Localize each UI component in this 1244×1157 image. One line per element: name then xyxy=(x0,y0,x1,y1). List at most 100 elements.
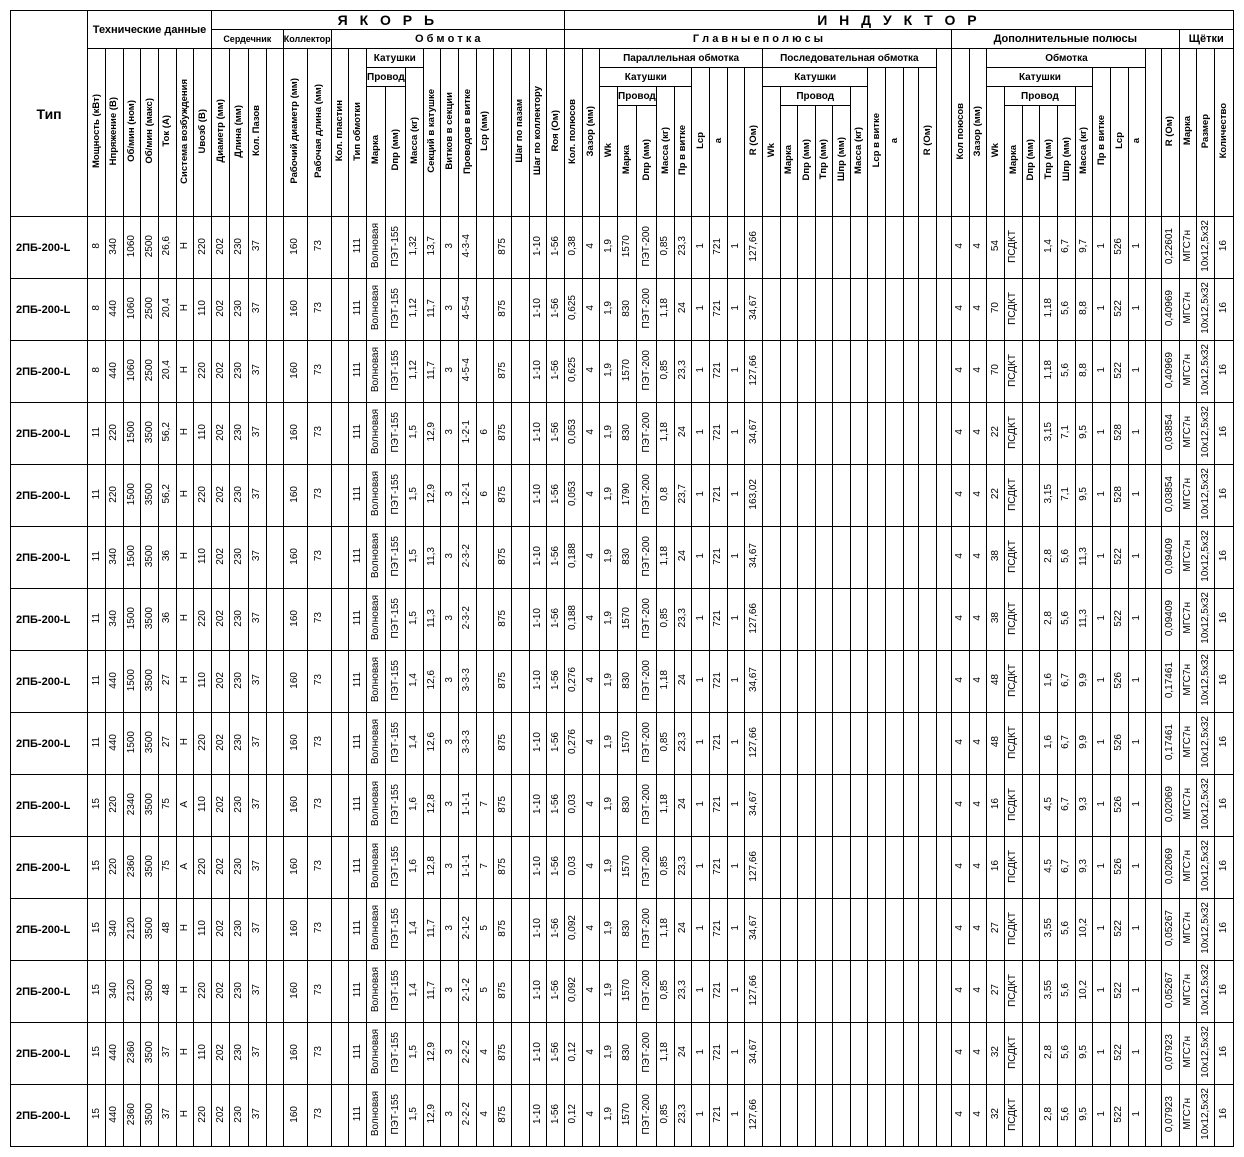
cell xyxy=(886,713,904,775)
cell: 6,7 xyxy=(1058,775,1076,837)
cell: 0,09409 xyxy=(1161,527,1179,589)
ch: Пр в витке xyxy=(1093,68,1111,217)
cell: 37 xyxy=(248,403,266,465)
cell xyxy=(780,341,798,403)
cell xyxy=(1022,899,1040,961)
cell xyxy=(903,899,918,961)
cell: 1 xyxy=(727,217,745,279)
cell: 0,092 xyxy=(564,899,582,961)
cell: 8,8 xyxy=(1075,341,1093,403)
ch: Секций в катушке xyxy=(423,49,441,217)
cell: 10x12,5x32 xyxy=(1197,527,1215,589)
cell xyxy=(1022,1023,1040,1085)
hdr-provod2: Провод xyxy=(617,87,656,106)
cell: МГС7н xyxy=(1179,589,1197,651)
cell: 1 xyxy=(1093,899,1111,961)
cell: МГС7н xyxy=(1179,341,1197,403)
table-row: 2ПБ-200-L112201500350056,2Н2202022303716… xyxy=(11,465,1234,527)
cell xyxy=(780,589,798,651)
cell: 1 xyxy=(727,961,745,1023)
cell xyxy=(886,589,904,651)
cell: Волновая xyxy=(366,1085,386,1147)
cell: 1-10 xyxy=(529,403,547,465)
cell: 37 xyxy=(248,1085,266,1147)
cell: 111 xyxy=(349,527,367,589)
cell: 111 xyxy=(349,279,367,341)
cell: 721 xyxy=(709,527,727,589)
cell: 1-10 xyxy=(529,775,547,837)
cell: 0,17461 xyxy=(1161,651,1179,713)
cell: 4 xyxy=(969,527,987,589)
cell: 1 xyxy=(692,899,710,961)
cell: ПСДКТ xyxy=(1005,713,1023,775)
cell: 2ПБ-200-L xyxy=(11,589,88,651)
ch: R (Ом) xyxy=(745,68,763,217)
cell xyxy=(886,961,904,1023)
cell: ПЭТ-155 xyxy=(386,465,406,527)
cell: Волновая xyxy=(366,527,386,589)
cell: 34,67 xyxy=(745,775,763,837)
cell: 2120 xyxy=(123,899,141,961)
cell: 127,66 xyxy=(745,217,763,279)
cell: 1 xyxy=(1128,1023,1146,1085)
cell xyxy=(762,217,780,279)
cell: 202 xyxy=(211,403,229,465)
cell xyxy=(886,775,904,837)
cell: 4 xyxy=(582,961,600,1023)
cell: ПСДКТ xyxy=(1005,837,1023,899)
ch xyxy=(266,49,283,217)
cell: ПЭТ-200 xyxy=(637,527,657,589)
ch: Система возбуждения xyxy=(176,49,194,217)
cell: 1 xyxy=(1128,279,1146,341)
cell xyxy=(266,651,283,713)
ch: Нпряжение (В) xyxy=(105,49,123,217)
cell xyxy=(1022,1085,1040,1147)
cell: 522 xyxy=(1111,527,1129,589)
cell: 4 xyxy=(969,1023,987,1085)
cell: 2-3-2 xyxy=(458,527,476,589)
cell xyxy=(886,279,904,341)
cell: 4 xyxy=(582,775,600,837)
hdr-mainpoles: Г л а в н ы е п о л ю с ы xyxy=(564,30,951,49)
cell: 721 xyxy=(709,899,727,961)
cell xyxy=(511,589,529,651)
cell xyxy=(476,217,494,279)
cell: ПСДКТ xyxy=(1005,279,1023,341)
cell: 111 xyxy=(349,651,367,713)
cell: 1500 xyxy=(123,589,141,651)
cell: 1-1-1 xyxy=(458,775,476,837)
cell xyxy=(331,899,349,961)
cell: 23,3 xyxy=(674,217,692,279)
cell: 522 xyxy=(1111,279,1129,341)
cell: 110 xyxy=(194,403,212,465)
cell: 2ПБ-200-L xyxy=(11,527,88,589)
cell: 4 xyxy=(582,589,600,651)
cell: 1 xyxy=(1093,1023,1111,1085)
cell xyxy=(798,279,816,341)
cell: 160 xyxy=(283,837,307,899)
cell: 1,18 xyxy=(656,1023,674,1085)
cell xyxy=(762,899,780,961)
cell: 4 xyxy=(952,279,970,341)
cell: 73 xyxy=(307,651,331,713)
cell: 230 xyxy=(230,713,248,775)
cell: ПСДКТ xyxy=(1005,589,1023,651)
cell: 1-10 xyxy=(529,279,547,341)
cell xyxy=(331,589,349,651)
cell: 160 xyxy=(283,465,307,527)
cell: 220 xyxy=(105,403,123,465)
cell: 6 xyxy=(476,465,494,527)
cell: 111 xyxy=(349,1023,367,1085)
cell: 0,188 xyxy=(564,589,582,651)
cell: 1-10 xyxy=(529,465,547,527)
cell: 4 xyxy=(582,341,600,403)
cell xyxy=(1022,713,1040,775)
cell xyxy=(903,527,918,589)
cell: 0,07923 xyxy=(1161,1085,1179,1147)
cell: 10x12,5x32 xyxy=(1197,465,1215,527)
cell xyxy=(331,465,349,527)
cell: 1,18 xyxy=(656,899,674,961)
cell: 37 xyxy=(158,1085,176,1147)
hdr-obm3: Обмотка xyxy=(987,49,1146,68)
cell: 1570 xyxy=(617,217,637,279)
